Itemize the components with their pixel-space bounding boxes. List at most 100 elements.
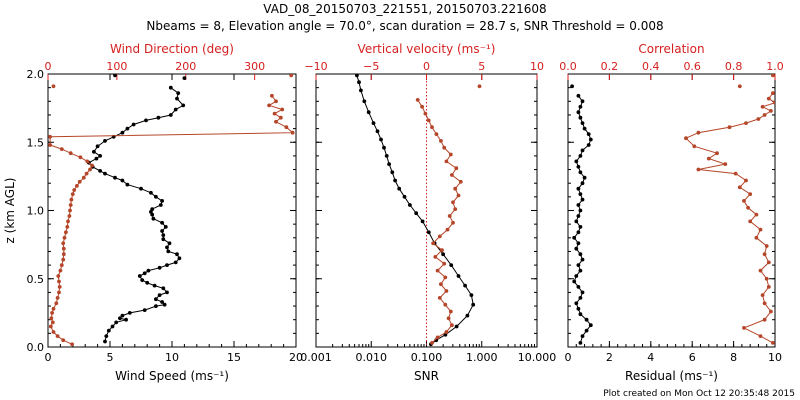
y-tick-label: 0.0 (27, 341, 45, 354)
top-tick-label: 10 (530, 60, 544, 73)
wind-speed-point (144, 118, 148, 123)
wind-direction-point (57, 279, 61, 284)
wind-speed-point (161, 237, 166, 242)
wind-direction-point (48, 143, 52, 147)
snr-point (402, 194, 407, 199)
correlation-point (758, 268, 763, 273)
residual-point (576, 93, 581, 98)
residual-point (574, 301, 579, 306)
snr-point (469, 293, 474, 297)
residual-point (582, 126, 587, 131)
wind-speed-point (150, 207, 155, 212)
wind-direction-point (278, 115, 283, 120)
x-tick-label: 0 (565, 351, 572, 364)
correlation-point (744, 178, 748, 183)
wind-direction-point (65, 225, 70, 229)
wind-speed-point (160, 300, 165, 304)
residual-point (578, 208, 583, 213)
top-tick-label: 0 (45, 60, 52, 73)
correlation-point (733, 171, 738, 176)
wind-speed-point (110, 324, 115, 329)
wind-direction-point (68, 203, 73, 207)
top-axis-label: Wind Direction (deg) (110, 42, 234, 56)
wind-direction-point (61, 246, 66, 251)
residual-point (578, 341, 583, 345)
wind-direction-point (88, 167, 92, 172)
x-tick-label: 10 (165, 351, 179, 364)
wind-speed-point (137, 274, 142, 278)
vertical-velocity-point (443, 275, 448, 280)
wind-speed-point (114, 320, 119, 325)
correlation-point (754, 212, 759, 217)
wind-speed-point (177, 256, 182, 261)
top-tick-label: 200 (175, 60, 196, 73)
vertical-velocity-point (444, 330, 449, 334)
plot-frame (567, 73, 776, 348)
residual-point (580, 148, 585, 153)
residual-point (578, 268, 583, 273)
wind-speed-point (92, 149, 96, 154)
wind-direction-point (84, 171, 89, 176)
vertical-velocity-point (444, 159, 449, 164)
wind-speed-point (94, 156, 99, 161)
top-tick-label: 0.8 (725, 60, 743, 73)
vertical-velocity-point (453, 186, 458, 191)
residual-point (576, 285, 581, 289)
vertical-velocity-point (448, 152, 453, 157)
correlation-point (769, 109, 773, 113)
snr-point (387, 162, 391, 167)
series-group (355, 74, 482, 347)
wind-speed-point (165, 290, 169, 295)
wind-speed-point (175, 96, 179, 101)
snr-point (420, 219, 425, 224)
correlation-point (771, 91, 775, 95)
correlation-point (769, 309, 773, 314)
correlation-point (756, 117, 761, 121)
correlation-point (758, 334, 763, 338)
top-tick-label: 300 (244, 60, 265, 73)
snr-point (471, 302, 476, 307)
residual-point (576, 110, 581, 115)
residual-point (580, 334, 585, 338)
vertical-velocity-point (451, 200, 455, 205)
x-tick-label: 4 (647, 351, 654, 364)
top-axis-label: Correlation (638, 42, 704, 56)
vertical-velocity-point (451, 220, 455, 225)
wind-direction-point (290, 130, 295, 135)
snr-point (371, 121, 376, 125)
top-tick-label: 100 (106, 60, 127, 73)
correlation-point (773, 100, 775, 105)
vertical-velocity-point (458, 179, 463, 184)
residual-point (578, 104, 583, 109)
wind-speed-point (161, 286, 166, 291)
correlation-point (762, 301, 767, 306)
correlation-point (754, 235, 759, 240)
residual-point (578, 225, 583, 229)
wind-direction-line (49, 95, 294, 345)
residual-point (574, 246, 579, 251)
residual-point (578, 252, 583, 257)
residual-line (573, 95, 592, 344)
top-tick-label: 0.2 (601, 60, 619, 73)
vertical-velocity-point (437, 296, 442, 300)
wind-direction-point (68, 151, 73, 156)
vertical-velocity-point (435, 335, 440, 340)
residual-point (576, 306, 581, 311)
wind-speed-point (165, 263, 169, 267)
x-tick-label: 6 (689, 351, 696, 364)
residual-point (578, 115, 583, 120)
wind-direction-point (280, 107, 285, 112)
wind-direction-point (55, 334, 60, 338)
correlation-isolated-point (771, 74, 775, 78)
x-tick-label: 10.000 (518, 351, 557, 364)
wind-speed-point (113, 175, 117, 180)
vertical-velocity-point (439, 282, 443, 287)
correlation-point (766, 96, 771, 101)
snr-point (426, 230, 431, 235)
wind-speed-point (98, 154, 102, 158)
wind-direction-point (284, 125, 289, 130)
vertical-velocity-point (423, 111, 428, 116)
wind-direction-point (61, 338, 66, 343)
vertical-velocity-point (440, 248, 444, 253)
residual-point (578, 154, 583, 158)
